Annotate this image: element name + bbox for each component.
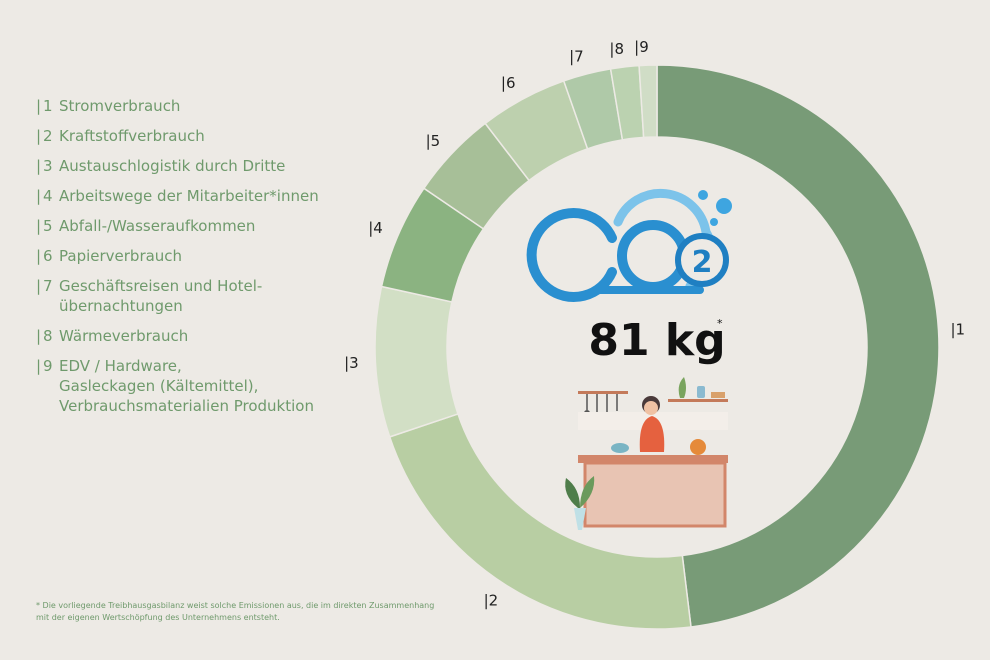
legend-entry-2: 2 Kraftstoffverbrauch (36, 126, 366, 146)
slice-label-5: |5 (426, 132, 441, 150)
slice-label-9: |9 (634, 38, 649, 56)
legend-label: Stromverbrauch (59, 97, 181, 115)
slice-label-4: |4 (368, 219, 383, 237)
legend-entry-7: 7 Geschäftsreisen und Hotel- übernachtung… (36, 276, 366, 316)
legend-entry-6: 6 Papierverbrauch (36, 246, 366, 266)
legend-entry-8: 8 Wärmeverbrauch (36, 326, 366, 346)
slice-label-3: |3 (344, 354, 359, 372)
legend-number: 2 (43, 127, 53, 145)
slice-label-8: |8 (609, 40, 624, 58)
legend-label: Geschäftsreisen und Hotel- übernachtunge… (59, 277, 263, 315)
legend-label: EDV / Hardware, Gasleckagen (Kältemittel… (59, 357, 314, 415)
legend-label: Abfall-/Wasseraufkommen (59, 217, 256, 235)
slice-label-6: |6 (501, 74, 516, 92)
legend-label: Kraftstoffverbrauch (59, 127, 205, 145)
center-value-marker: * (717, 317, 723, 330)
legend: 1 Stromverbrauch 2 Kraftstoffverbrauch 3 Aust… (36, 96, 366, 426)
legend-label: Austauschlogistik durch Dritte (59, 157, 286, 175)
legend-entry-3: 3 Austauschlogistik durch Dritte (36, 156, 366, 176)
legend-entry-4: 4 Arbeitswege der Mitarbeiter*innen (36, 186, 366, 206)
co2-cloud-icon: 2 (526, 188, 732, 302)
legend-label: Arbeitswege der Mitarbeiter*innen (59, 187, 319, 205)
donut-slice-3 (374, 285, 459, 438)
legend-number: 5 (43, 217, 53, 235)
kitchen-cooking-illustration (565, 377, 728, 530)
slice-labels: |1 |2 |3 |4 |5 |6 |7 |8 |9 (344, 38, 965, 610)
legend-number: 7 (43, 277, 53, 295)
legend-label: Wärmeverbrauch (59, 327, 189, 345)
legend-number: 8 (43, 327, 53, 345)
slice-label-1: |1 (950, 320, 965, 338)
legend-label: Papierverbrauch (59, 247, 183, 265)
legend-number: 3 (43, 157, 53, 175)
slice-label-2: |2 (484, 592, 499, 610)
donut-slice-9 (638, 64, 658, 139)
center-value: 81 kg (588, 315, 725, 366)
legend-number: 4 (43, 187, 53, 205)
slice-label-7: |7 (569, 47, 584, 65)
legend-entry-9: 9 EDV / Hardware, Gasleckagen (Kältemitte… (36, 356, 366, 416)
donut-slice-1 (656, 64, 940, 628)
legend-number: 9 (43, 357, 53, 375)
co2-subscript: 2 (692, 245, 713, 280)
legend-entry-1: 1 Stromverbrauch (36, 96, 366, 116)
footnote: * Die vorliegende Treibhausgasbilanz wei… (36, 601, 435, 622)
legend-number: 6 (43, 247, 53, 265)
legend-number: 1 (43, 97, 53, 115)
donut-slices (374, 64, 940, 630)
legend-entry-5: 5 Abfall-/Wasseraufkommen (36, 216, 366, 236)
